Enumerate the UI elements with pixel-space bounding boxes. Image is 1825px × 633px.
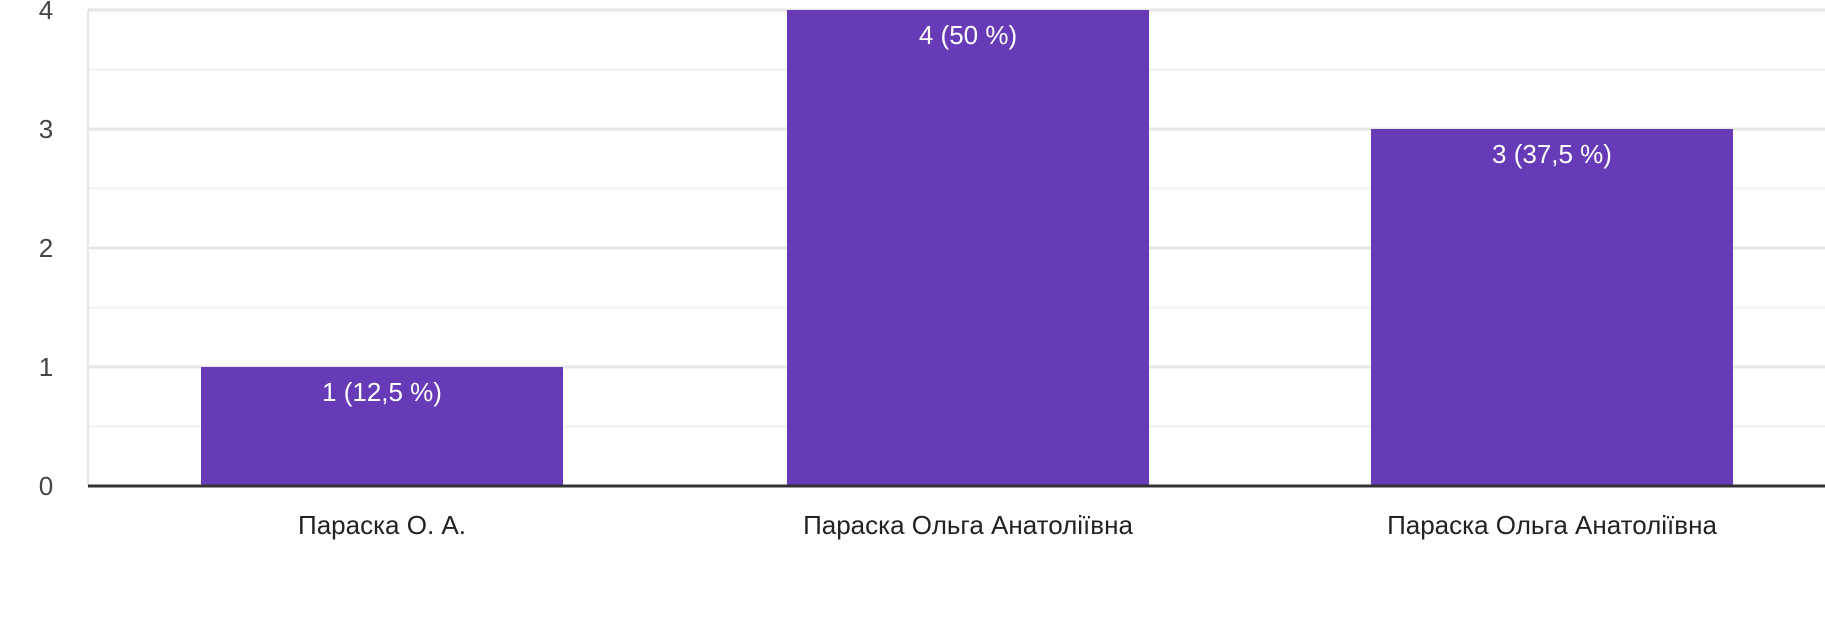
bars (201, 10, 1733, 486)
x-tick-label: Параска Ольга Анатоліївна (803, 510, 1133, 540)
x-tick-label: Параска Ольга Анатоліївна (1387, 510, 1717, 540)
x-axis-labels: Параска О. А. Параска Ольга Анатоліївна Па… (298, 510, 1717, 540)
bar (1371, 129, 1733, 486)
y-tick-label: 2 (39, 233, 53, 263)
data-label: 1 (12,5 %) (322, 377, 442, 407)
bar (787, 10, 1149, 486)
data-labels: 1 (12,5 %) 4 (50 %) 3 (37,5 %) (322, 20, 1612, 407)
y-tick-label: 1 (39, 352, 53, 382)
y-tick-label: 0 (39, 471, 53, 501)
data-label: 3 (37,5 %) (1492, 139, 1612, 169)
y-axis-ticks: 0 1 2 3 4 (39, 0, 53, 501)
data-label: 4 (50 %) (919, 20, 1017, 50)
y-tick-label: 3 (39, 114, 53, 144)
bar (201, 367, 563, 486)
y-tick-label: 4 (39, 0, 53, 25)
x-tick-label: Параска О. А. (298, 510, 466, 540)
